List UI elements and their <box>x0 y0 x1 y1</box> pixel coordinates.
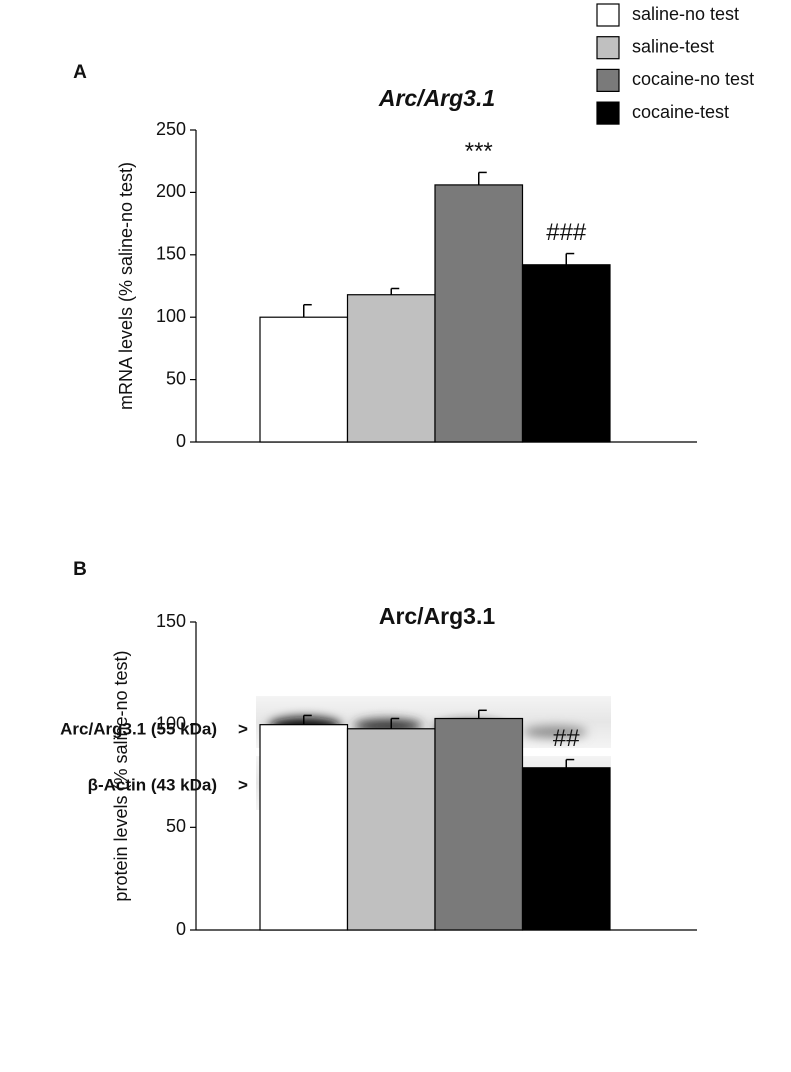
significance-label: *** <box>465 138 493 165</box>
y-tick-label: 100 <box>156 306 186 326</box>
legend-label: saline-test <box>632 36 714 56</box>
y-axis-label: protein levels (% saline-no test) <box>111 650 131 901</box>
y-tick-label: 200 <box>156 181 186 201</box>
significance-label: ### <box>546 219 587 246</box>
bar <box>434 184 524 443</box>
significance-label: ## <box>553 725 580 752</box>
y-axis-label: mRNA levels (% saline-no test) <box>116 162 136 410</box>
blot-marker: > <box>238 719 248 738</box>
legend-label: cocaine-no test <box>632 69 754 89</box>
bar <box>434 717 524 931</box>
y-tick-label: 0 <box>176 431 186 451</box>
bar <box>346 294 436 443</box>
legend-swatch <box>596 68 620 93</box>
y-tick-label: 150 <box>156 611 186 631</box>
bar <box>259 316 349 443</box>
blot-label: β-Actin (43 kDa) <box>88 775 217 794</box>
bar <box>346 728 436 931</box>
chart-title: Arc/Arg3.1 <box>378 85 495 111</box>
bar <box>521 767 611 931</box>
y-tick-label: 50 <box>166 816 186 836</box>
y-tick-label: 0 <box>176 919 186 939</box>
legend-label: saline-no test <box>632 4 739 24</box>
legend-swatch <box>596 3 620 27</box>
band <box>523 726 587 738</box>
blot-marker: > <box>238 775 248 794</box>
y-tick-label: 150 <box>156 244 186 264</box>
bar <box>259 724 349 931</box>
chart-title: Arc/Arg3.1 <box>379 603 496 629</box>
blot-label: Arc/Arg3.1 (55 kDa) <box>60 719 217 738</box>
y-tick-label: 50 <box>166 368 186 388</box>
panel-label: A <box>73 62 87 83</box>
legend-label: cocaine-test <box>632 102 729 122</box>
legend-swatch <box>596 36 620 60</box>
legend-swatch <box>596 101 620 125</box>
bar <box>521 264 611 443</box>
y-tick-label: 250 <box>156 119 186 139</box>
y-tick-label: 100 <box>156 713 186 733</box>
panel-label: B <box>73 559 87 580</box>
